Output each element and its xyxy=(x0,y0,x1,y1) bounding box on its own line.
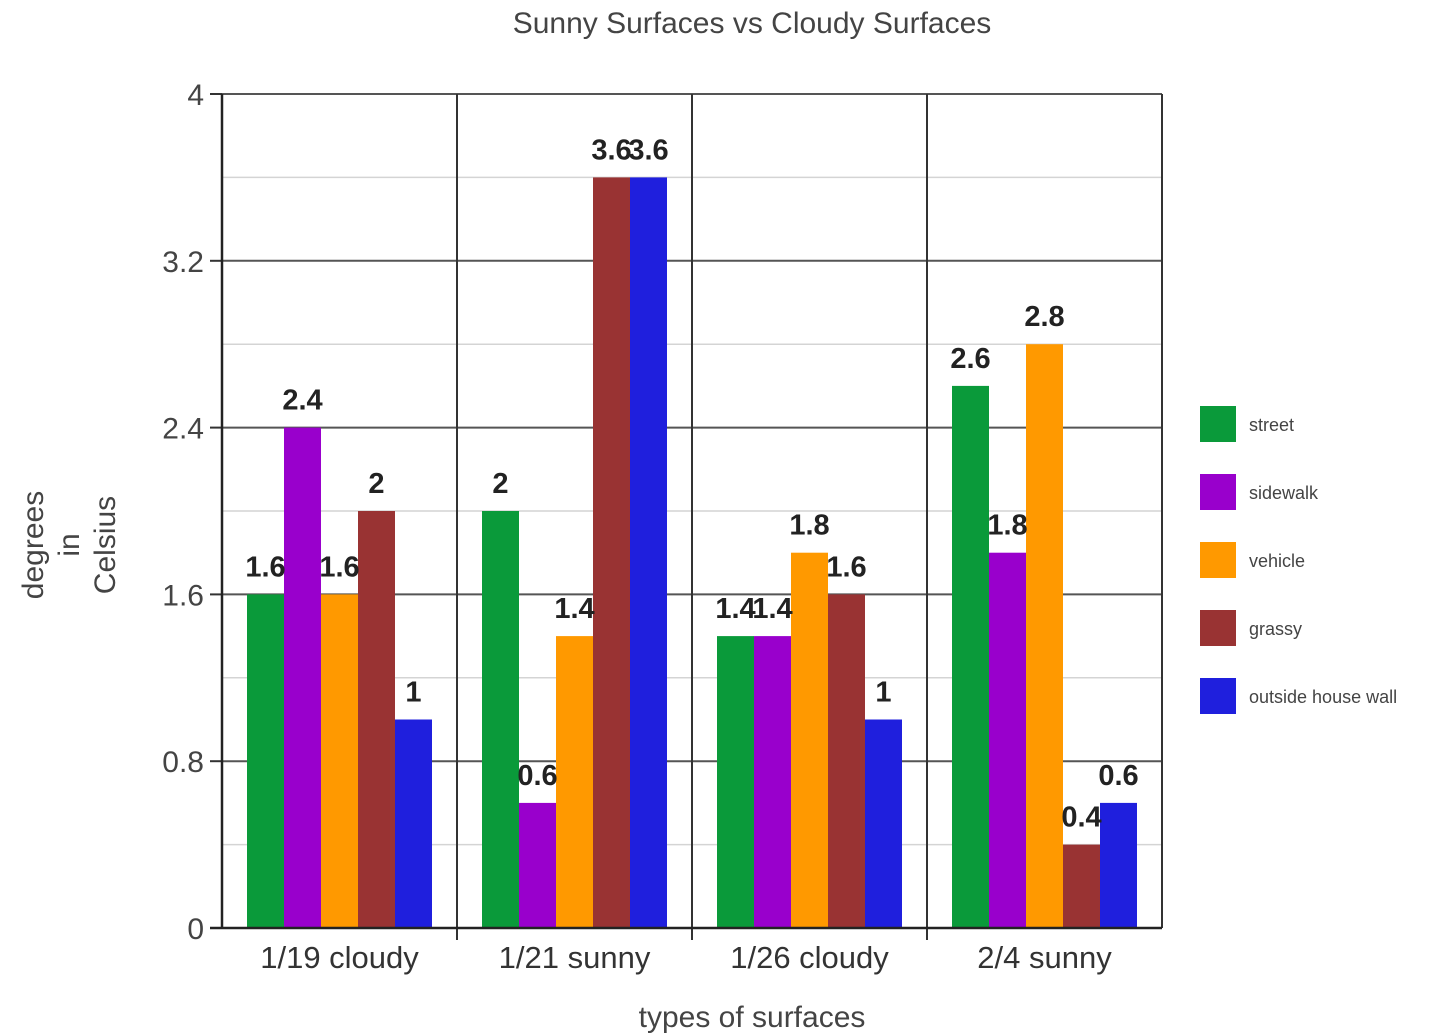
bar-sidewalk[interactable] xyxy=(754,636,791,928)
bars xyxy=(247,177,1137,928)
bar-street[interactable] xyxy=(247,594,284,928)
y-tick-label: 3.2 xyxy=(162,246,204,279)
data-labels: 1.62.41.62120.61.43.63.61.41.41.81.612.6… xyxy=(245,134,1138,833)
data-label: 1.6 xyxy=(826,551,866,583)
data-label: 3.6 xyxy=(628,134,668,166)
data-label: 0.4 xyxy=(1061,802,1101,834)
legend-swatch xyxy=(1200,474,1236,510)
bar-outside-house-wall[interactable] xyxy=(1100,802,1137,928)
data-label: 1.8 xyxy=(987,510,1027,542)
bar-grassy[interactable] xyxy=(828,594,865,928)
data-label: 1.8 xyxy=(789,510,829,542)
data-label: 2 xyxy=(368,468,384,500)
legend-item-street[interactable]: street xyxy=(1249,415,1294,435)
bar-street[interactable] xyxy=(482,511,519,928)
legend-swatch xyxy=(1200,610,1236,646)
y-axis-label-line: Celsius xyxy=(89,496,122,594)
bar-sidewalk[interactable] xyxy=(989,552,1026,928)
y-tick-label: 0 xyxy=(187,913,204,946)
bar-vehicle[interactable] xyxy=(321,594,358,928)
bar-outside-house-wall[interactable] xyxy=(630,177,667,928)
x-tick-label: 1/21 sunny xyxy=(499,940,651,975)
data-label: 2.4 xyxy=(282,385,322,417)
bar-vehicle[interactable] xyxy=(791,552,828,928)
legend-swatch xyxy=(1200,406,1236,442)
data-label: 1.4 xyxy=(715,593,755,625)
bar-street[interactable] xyxy=(952,385,989,928)
x-axis-label: types of surfaces xyxy=(639,1001,866,1034)
data-label: 3.6 xyxy=(591,134,631,166)
data-label: 2.8 xyxy=(1024,301,1064,333)
data-label: 1 xyxy=(405,677,421,709)
data-label: 1 xyxy=(875,677,891,709)
y-tick-label: 4 xyxy=(187,79,204,112)
x-tick-label: 1/19 cloudy xyxy=(260,940,419,975)
y-tick-label: 1.6 xyxy=(162,579,204,612)
bar-street[interactable] xyxy=(717,636,754,928)
bar-sidewalk[interactable] xyxy=(284,427,321,928)
legend[interactable]: street sidewalk vehicle grassy outside house… xyxy=(1200,406,1397,714)
x-tick-label: 2/4 sunny xyxy=(977,940,1112,975)
data-label: 2 xyxy=(492,468,508,500)
chart-title: Sunny Surfaces vs Cloudy Surfaces xyxy=(513,7,992,40)
legend-item-grassy[interactable]: grassy xyxy=(1249,619,1302,639)
bar-outside-house-wall[interactable] xyxy=(865,719,902,929)
legend-swatch xyxy=(1200,542,1236,578)
x-tick-label: 1/26 cloudy xyxy=(730,940,889,975)
data-label: 1.4 xyxy=(554,593,594,625)
data-label: 0.6 xyxy=(1098,760,1138,792)
data-label: 1.6 xyxy=(245,551,285,583)
legend-item-sidewalk[interactable]: sidewalk xyxy=(1249,483,1319,503)
bar-vehicle[interactable] xyxy=(556,636,593,928)
y-axis-label-line: degrees xyxy=(17,491,50,599)
bar-grassy[interactable] xyxy=(593,177,630,928)
bar-sidewalk[interactable] xyxy=(519,802,556,928)
bar-vehicle[interactable] xyxy=(1026,344,1063,928)
bar-grassy[interactable] xyxy=(1063,844,1100,928)
bar-outside-house-wall[interactable] xyxy=(395,719,432,929)
y-tick-label: 2.4 xyxy=(162,413,204,446)
y-axis-label-group: degrees in Celsius xyxy=(17,491,122,599)
y-tick-label: 0.8 xyxy=(162,746,204,779)
legend-item-outside-house-wall[interactable]: outside house wall xyxy=(1249,687,1397,707)
data-label: 2.6 xyxy=(950,343,990,375)
y-axis-label: degrees in Celsius xyxy=(17,491,122,599)
bar-grassy[interactable] xyxy=(358,511,395,928)
data-label: 1.6 xyxy=(319,551,359,583)
data-label: 1.4 xyxy=(752,593,792,625)
y-axis-label-line: in xyxy=(53,533,86,556)
legend-item-vehicle[interactable]: vehicle xyxy=(1249,551,1305,571)
legend-swatch xyxy=(1200,678,1236,714)
axes: 0 0.8 1.6 2.4 3.2 4 1/19 cloudy 1/21 sunny 1/26 … xyxy=(162,79,1162,975)
data-label: 0.6 xyxy=(517,760,557,792)
